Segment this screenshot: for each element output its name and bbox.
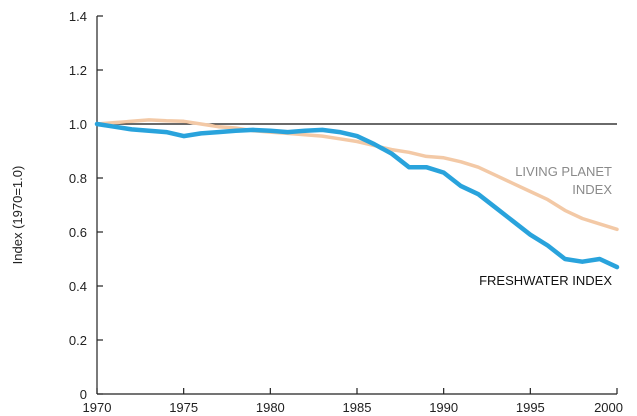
series-labels: LIVING PLANET INDEX FRESHWATER INDEX <box>479 164 612 288</box>
series-label-living-planet: LIVING PLANET <box>515 164 612 179</box>
y-tick-label: 0.8 <box>69 171 87 186</box>
y-tick-label: 1.2 <box>69 63 87 78</box>
series-line-freshwater <box>94 121 620 270</box>
series-layer <box>94 118 620 270</box>
series-label-freshwater: FRESHWATER INDEX <box>479 273 612 288</box>
y-ticks: 0 0.2 0.4 0.6 0.8 1.0 1.2 1.4 <box>69 9 103 402</box>
y-tick-label: 0 <box>80 387 87 402</box>
x-tick-label: 1995 <box>516 400 545 415</box>
y-tick-label: 1.0 <box>69 117 87 132</box>
x-ticks: 1970 1975 1980 1985 1990 1995 2000 <box>83 388 623 415</box>
axes <box>96 16 617 395</box>
x-tick-label: 1990 <box>429 400 458 415</box>
x-tick-label: 2000 <box>594 400 623 415</box>
y-tick-label: 0.4 <box>69 279 87 294</box>
x-tick-label: 1985 <box>343 400 372 415</box>
y-tick-label: 1.4 <box>69 9 87 24</box>
y-tick-label: 0.2 <box>69 333 87 348</box>
y-axis-title: Index (1970=1.0) <box>10 166 25 265</box>
series-label-living-planet: INDEX <box>572 182 612 197</box>
x-tick-label: 1970 <box>83 400 112 415</box>
x-tick-label: 1975 <box>169 400 198 415</box>
y-tick-label: 0.6 <box>69 225 87 240</box>
x-tick-label: 1980 <box>256 400 285 415</box>
series-line-living-planet <box>95 118 619 232</box>
